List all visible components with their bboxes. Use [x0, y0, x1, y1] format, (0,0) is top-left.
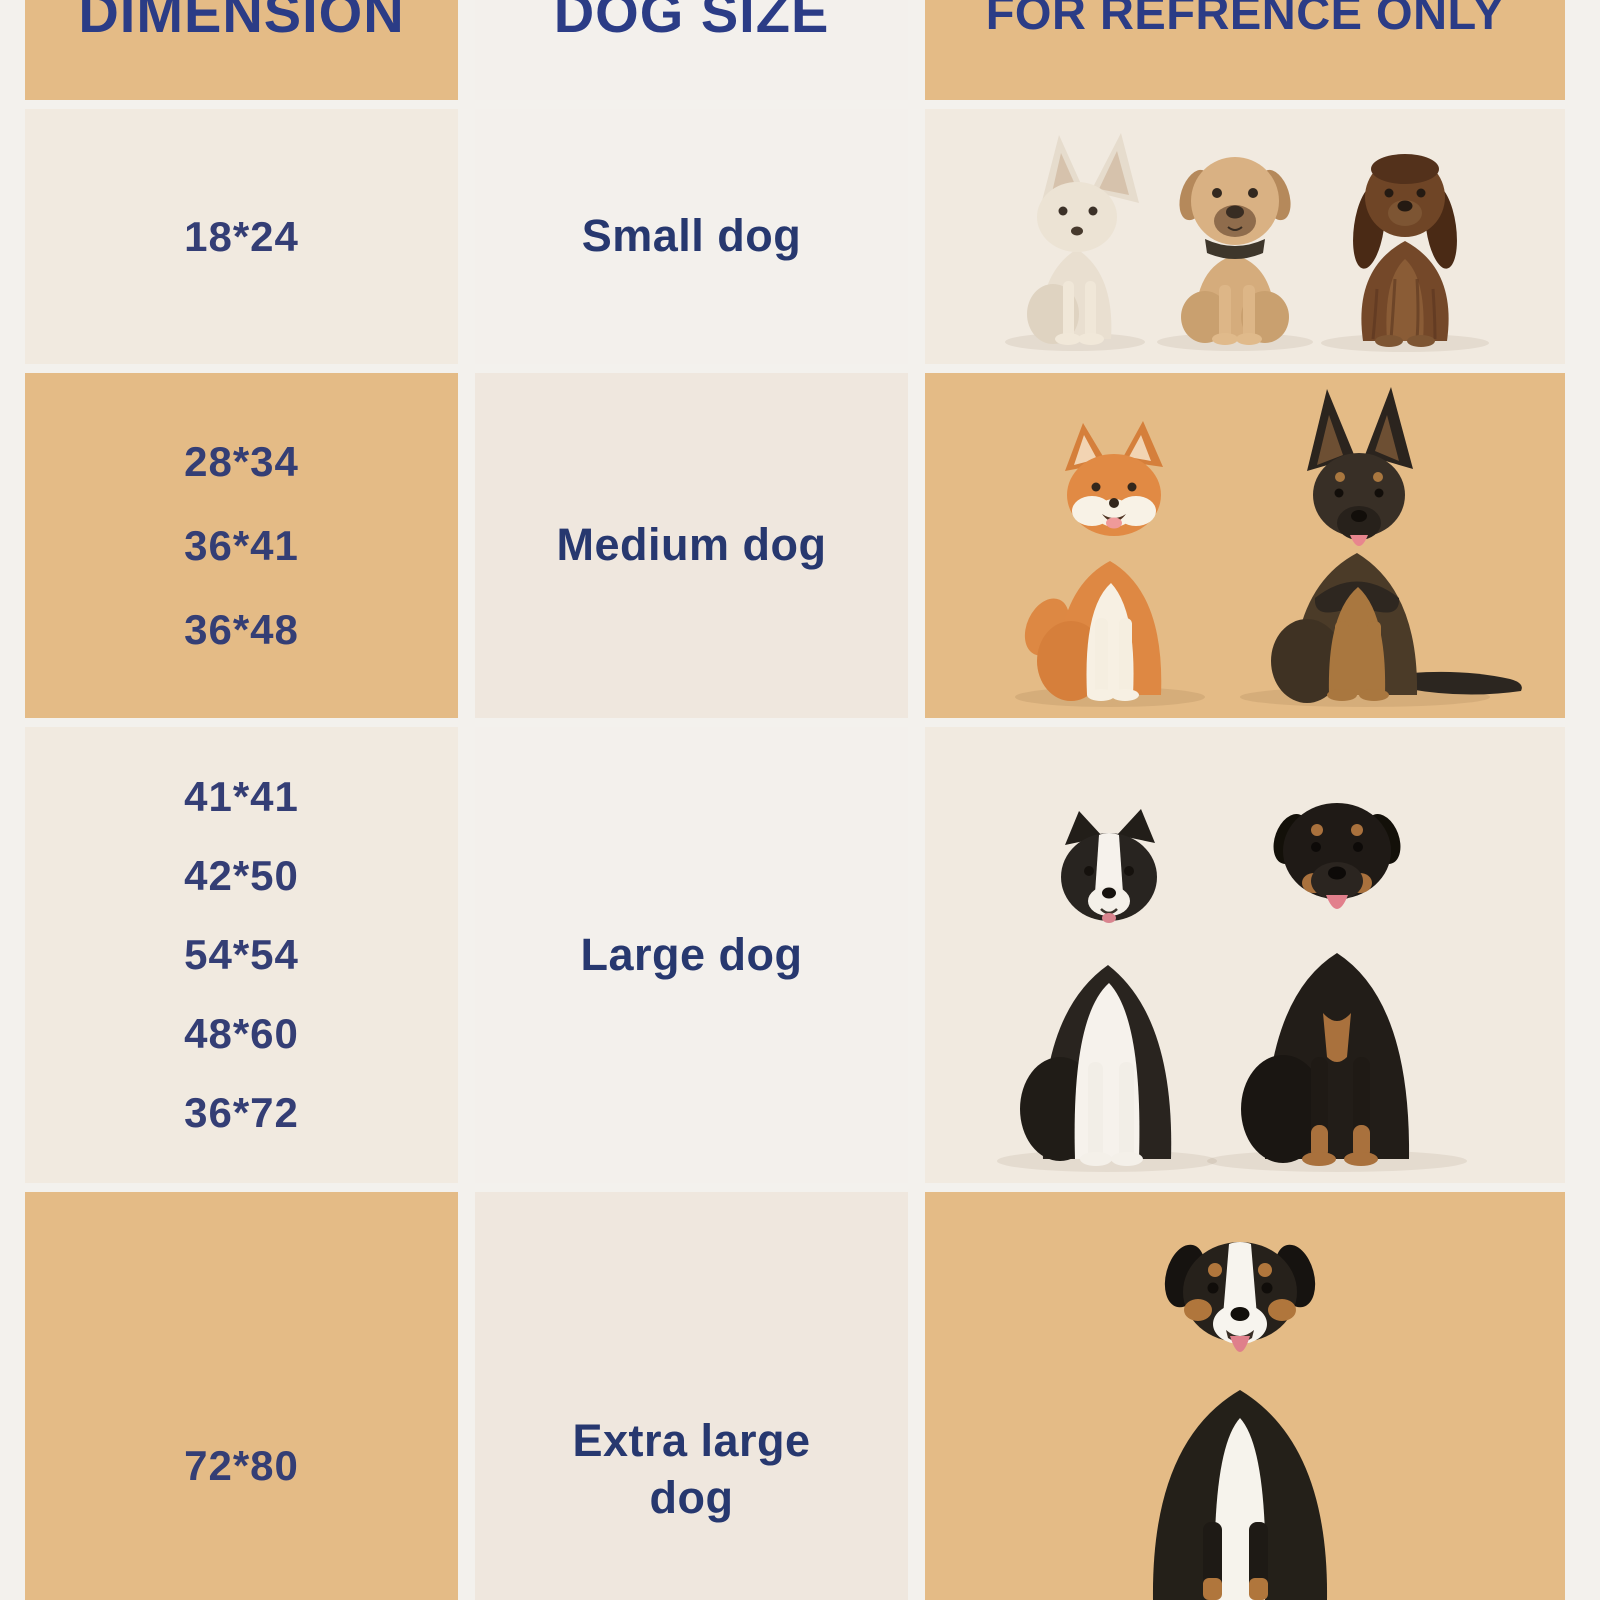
size-cell-large: Large dog	[475, 727, 908, 1183]
size-label-medium: Medium dog	[556, 519, 827, 571]
header-cell-reference: FOR REFRENCE ONLY	[925, 0, 1565, 100]
dog-size-chart: DIMENSION DOG SIZE FOR REFRENCE ONLY 18*…	[25, 0, 1565, 1600]
dimension-value: 41*41	[184, 773, 299, 820]
dimension-cell-small: 18*24	[25, 109, 458, 364]
size-label-large: Large dog	[580, 928, 803, 980]
header-reference-label: FOR REFRENCE ONLY	[985, 0, 1505, 39]
reference-cell-large	[925, 727, 1565, 1183]
dimension-cell-large: 41*41 42*50 54*54 48*60 36*72	[25, 727, 458, 1183]
dimension-value: 36*41	[184, 521, 299, 569]
german-shepherd-icon	[1271, 387, 1522, 703]
dimension-value: 36*48	[184, 605, 299, 653]
extra-large-dog-svg	[1152, 1242, 1328, 1600]
bernese-mountain-dog-icon	[1152, 1242, 1328, 1600]
medium-dogs-illustration	[925, 373, 1565, 718]
dimension-value: 42*50	[184, 852, 299, 899]
extra-large-dog-illustration	[925, 1192, 1565, 1600]
shiba-inu-icon	[1024, 421, 1163, 701]
size-cell-small: Small dog	[475, 109, 908, 364]
fawn-puppy-icon	[1179, 157, 1291, 345]
header-dog-size-label: DOG SIZE	[553, 0, 830, 44]
size-label-extra-large: Extra large dog	[572, 1415, 811, 1523]
dimension-value: 54*54	[184, 931, 299, 978]
header-cell-dimension: DIMENSION	[25, 0, 458, 100]
size-cell-extra-large: Extra large dog	[475, 1192, 908, 1600]
dimension-value: 28*34	[184, 437, 299, 485]
large-dogs-illustration	[925, 727, 1565, 1183]
border-collie-icon	[1020, 809, 1172, 1166]
reference-cell-small	[925, 109, 1565, 364]
dimension-cell-extra-large: 72*80	[25, 1192, 458, 1600]
dimension-value: 48*60	[184, 1010, 299, 1057]
size-label-small: Small dog	[581, 210, 802, 262]
reference-cell-extra-large	[925, 1192, 1565, 1600]
dimension-value: 72*80	[184, 1442, 299, 1489]
small-dogs-svg	[1005, 133, 1489, 352]
reference-cell-medium	[925, 373, 1565, 718]
large-dogs-svg	[997, 803, 1467, 1172]
dimension-value: 18*24	[184, 212, 299, 260]
chihuahua-icon	[1027, 133, 1139, 345]
rottweiler-icon	[1241, 803, 1410, 1166]
long-haired-dachshund-icon	[1353, 154, 1457, 347]
dimension-value: 36*72	[184, 1089, 299, 1136]
small-dogs-illustration	[925, 109, 1565, 364]
header-cell-dog-size: DOG SIZE	[475, 0, 908, 100]
dimension-cell-medium: 28*34 36*41 36*48	[25, 373, 458, 718]
header-dimension-label: DIMENSION	[78, 0, 405, 44]
medium-dogs-svg	[1015, 387, 1522, 707]
size-cell-medium: Medium dog	[475, 373, 908, 718]
